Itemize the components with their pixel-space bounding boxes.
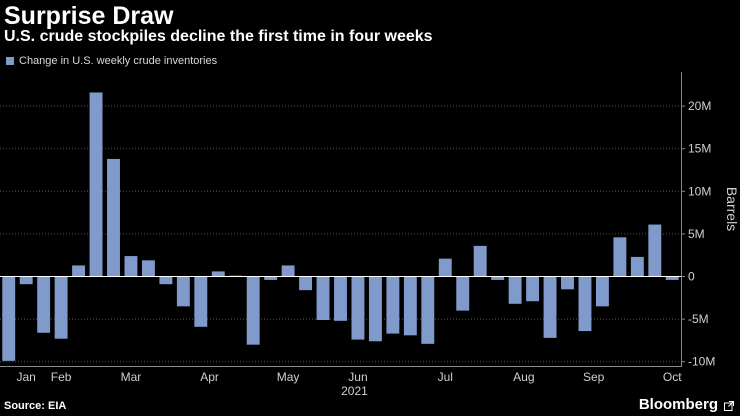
bar (403, 276, 417, 336)
bar (368, 276, 382, 342)
x-tick-label: Jul (438, 370, 453, 384)
x-axis-year-label: 2021 (341, 384, 368, 398)
y-tick-label: 15M (688, 142, 711, 156)
bar (194, 276, 208, 327)
chart-subtitle: U.S. crude stockpiles decline the first … (4, 28, 433, 45)
bar (211, 271, 225, 277)
bar (72, 265, 86, 277)
bar (630, 256, 644, 277)
bar (246, 276, 260, 345)
bar (473, 245, 487, 277)
y-tick-label: 20M (688, 99, 711, 113)
bar (665, 276, 679, 280)
bar (89, 92, 103, 277)
bar (508, 276, 522, 304)
bar (438, 258, 452, 277)
bar (281, 265, 295, 277)
bar (351, 276, 365, 340)
y-axis-title: Barrels (724, 187, 740, 231)
y-tick-label: -10M (688, 355, 715, 369)
bar (107, 158, 120, 277)
x-tick-label: May (277, 370, 300, 384)
legend: Change in U.S. weekly crude inventories (6, 55, 217, 67)
bar (543, 276, 557, 338)
bar (141, 260, 155, 277)
x-tick-label: Sep (583, 370, 605, 384)
bar (159, 276, 173, 285)
bar (124, 256, 138, 277)
legend-swatch (6, 57, 14, 65)
bar (37, 276, 51, 333)
x-tick-label: Apr (200, 370, 219, 384)
bar (176, 276, 190, 307)
x-tick-label: Oct (663, 370, 682, 384)
bar (491, 276, 505, 280)
bar (578, 276, 592, 332)
y-tick-label: 10M (688, 184, 711, 198)
bar (561, 276, 574, 290)
bloomberg-logo: Bloomberg (638, 396, 718, 413)
y-tick-label: 5M (688, 227, 705, 241)
bar (334, 276, 347, 321)
bar (526, 276, 540, 302)
bar (648, 224, 662, 277)
external-link-icon[interactable] (724, 401, 734, 411)
y-tick-label: -5M (688, 312, 709, 326)
bar (2, 276, 16, 361)
x-tick-label: Jan (17, 370, 36, 384)
bar (264, 276, 278, 280)
x-tick-label: Mar (121, 370, 142, 384)
y-tick-label: 0 (688, 270, 695, 284)
bar (316, 276, 330, 320)
x-tick-label: Aug (513, 370, 534, 384)
bar (613, 237, 627, 277)
bar (386, 276, 400, 334)
chart-title: Surprise Draw (4, 2, 174, 30)
x-tick-label: Feb (51, 370, 72, 384)
source-note: Source: EIA (4, 400, 67, 412)
bar (54, 276, 68, 339)
bar (595, 276, 609, 307)
legend-label: Change in U.S. weekly crude inventories (19, 55, 218, 67)
bar (19, 276, 33, 285)
x-tick-label: Jun (348, 370, 367, 384)
bar (299, 276, 313, 291)
bar (421, 276, 435, 344)
bar (456, 276, 470, 311)
